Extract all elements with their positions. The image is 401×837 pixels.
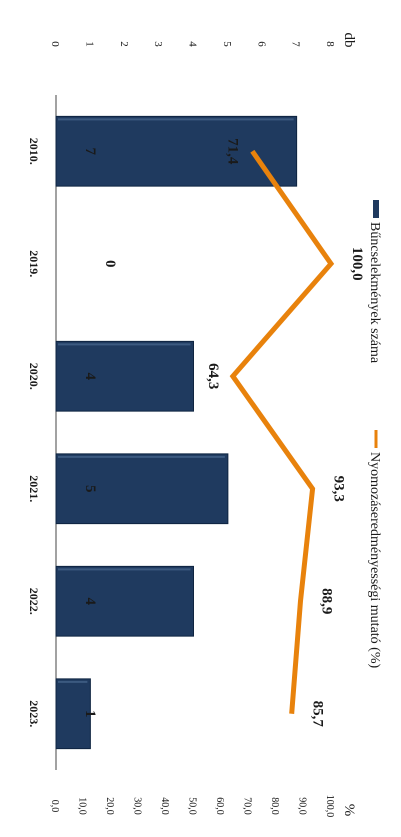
legend-line-label: Nyomozáseredményességi mutató (%) — [367, 452, 382, 668]
left-axis-tick: 1 — [83, 41, 95, 47]
bar-series — [55, 115, 298, 750]
bar-data-label: 4 — [82, 598, 98, 606]
category-tick: 2020. — [27, 363, 41, 390]
category-axis: 2010. 2019. 2020. 2021. 2022. 2023. — [27, 138, 41, 728]
bar — [55, 678, 91, 750]
chart-rotated-group: Bűncselekmények száma Nyomozáseredményess… — [27, 33, 382, 818]
right-axis: % 0,0 10,0 20,0 30,0 40,0 50,0 60,0 70,0 80,0 90,0… — [49, 795, 357, 818]
right-axis-tick: 80,0 — [269, 797, 280, 815]
left-axis-tick: 4 — [187, 41, 199, 47]
line-data-labels: 71,4 100,0 64,3 93,3 88,9 85,7 — [205, 138, 365, 727]
right-axis-tick: 70,0 — [242, 797, 253, 815]
right-axis-tick: 90,0 — [297, 797, 308, 815]
bar — [55, 565, 194, 637]
right-axis-tick: 60,0 — [214, 797, 225, 815]
left-axis: db 0 1 2 3 4 5 6 7 8 — [49, 33, 357, 48]
bar — [55, 340, 194, 412]
left-axis-tick: 8 — [324, 41, 336, 47]
line-data-label: 85,7 — [310, 701, 326, 728]
category-tick: 2019. — [27, 250, 41, 277]
legend-bar-swatch — [373, 200, 379, 218]
bar-data-label: 5 — [82, 485, 98, 493]
bar-data-label: 1 — [82, 710, 98, 718]
category-tick: 2022. — [27, 588, 41, 615]
bar-data-label: 7 — [82, 148, 98, 156]
line-data-label: 100,0 — [349, 247, 365, 281]
right-axis-tick: 50,0 — [187, 797, 198, 815]
right-axis-tick: 20,0 — [104, 797, 115, 815]
line-data-label: 88,9 — [318, 588, 334, 614]
left-axis-tick: 2 — [118, 41, 130, 47]
left-axis-tick: 3 — [152, 41, 164, 47]
category-tick: 2010. — [27, 138, 41, 165]
line-series — [229, 149, 335, 714]
right-axis-tick: 30,0 — [132, 797, 143, 815]
right-axis-tick: 0,0 — [49, 800, 60, 813]
line-data-label: 71,4 — [224, 138, 240, 165]
left-axis-tick: 7 — [290, 41, 302, 47]
bar-data-labels: 7 0 4 5 4 1 — [82, 148, 118, 718]
bar-data-label: 4 — [82, 373, 98, 381]
line-data-label: 93,3 — [331, 476, 347, 502]
legend: Bűncselekmények száma Nyomozáseredményess… — [367, 200, 382, 668]
right-axis-tick: 40,0 — [159, 797, 170, 815]
category-tick: 2023. — [27, 700, 41, 727]
left-axis-tick: 6 — [255, 41, 267, 47]
legend-bar-label: Bűncselekmények száma — [367, 222, 382, 364]
left-axis-title: db — [341, 33, 357, 48]
left-axis-tick: 0 — [49, 41, 61, 47]
right-axis-tick: 10,0 — [77, 797, 88, 815]
line-data-label: 64,3 — [205, 363, 221, 389]
bar — [55, 453, 229, 525]
left-axis-tick: 5 — [221, 41, 233, 47]
right-axis-title: % — [341, 804, 357, 817]
right-axis-tick: 100,0 — [324, 795, 335, 818]
bar — [55, 115, 298, 187]
category-tick: 2021. — [27, 475, 41, 502]
bar-data-label: 0 — [102, 260, 118, 268]
